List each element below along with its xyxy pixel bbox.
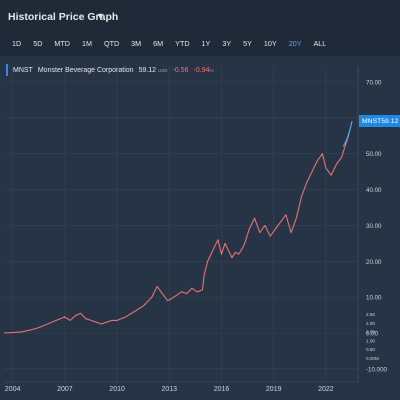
volume-tick-label: 1.00 xyxy=(366,338,375,343)
tab-3m[interactable]: 3M xyxy=(131,39,142,48)
tab-1y[interactable]: 1Y xyxy=(201,39,211,48)
page-title: Historical Price Graph xyxy=(8,11,119,23)
volume-tick-label: 1.50 xyxy=(366,330,375,335)
tab-1d[interactable]: 1D xyxy=(12,39,22,48)
x-tick-label: 2013 xyxy=(162,386,178,393)
tab-5d[interactable]: 5D xyxy=(33,39,43,48)
x-tick-label: 2007 xyxy=(57,386,73,393)
tab-all[interactable]: ALL xyxy=(313,39,327,48)
tab-1m[interactable]: 1M xyxy=(81,39,92,48)
tab-20y[interactable]: 20Y xyxy=(288,39,302,48)
legend-name: Monster Beverage Corporation xyxy=(37,66,134,74)
tab-ytd[interactable]: YTD xyxy=(175,39,190,48)
legend-change-pct: -0.94 xyxy=(193,66,210,74)
y-tick-label: 50.00 xyxy=(366,151,382,158)
tab-mtd[interactable]: MTD xyxy=(54,39,70,48)
y-tick-label: -10.000 xyxy=(366,366,388,373)
tab-10y[interactable]: 10Y xyxy=(263,39,277,48)
y-tick-label: 40.00 xyxy=(366,187,382,194)
tab-5y[interactable]: 5Y xyxy=(243,39,252,48)
legend-symbol: MNST xyxy=(13,66,33,74)
chevron-down-icon[interactable]: ▼ xyxy=(96,11,105,21)
volume-tick-label: 2.50 xyxy=(366,312,375,317)
header: Historical Price Graph ▼ xyxy=(0,0,400,34)
x-tick-label: 2022 xyxy=(318,386,334,393)
tab-6m[interactable]: 6M xyxy=(153,39,164,48)
series-line xyxy=(3,120,353,334)
x-tick-label: 2019 xyxy=(266,386,282,393)
series-line xyxy=(342,120,353,147)
volume-tick-label: 2.00 xyxy=(366,321,375,326)
y-tick-label: 30.00 xyxy=(366,223,382,230)
x-tick-label: 2010 xyxy=(109,386,125,393)
y-tick-label: 20.00 xyxy=(366,259,382,266)
legend-color-bar xyxy=(6,64,8,76)
last-price-tag: MNST 59.12 xyxy=(359,115,400,127)
price-tag-symbol: MNST xyxy=(362,117,382,125)
legend-change-pct-unit: % xyxy=(209,67,214,73)
y-tick-label: 70.00 xyxy=(366,80,382,87)
legend-change: -0.56 xyxy=(172,66,189,74)
volume-tick-label: 0.50 xyxy=(366,347,375,352)
tab-qtd[interactable]: QTD xyxy=(103,39,120,48)
chart-area xyxy=(0,56,400,400)
x-tick-label: 2004 xyxy=(5,386,21,393)
range-tabs: 1D 5D MTD 1M QTD 3M 6M YTD 1Y 3Y 5Y 10Y 20Y ALL xyxy=(6,37,332,51)
x-tick-label: 2016 xyxy=(214,386,230,393)
tab-3y[interactable]: 3Y xyxy=(222,39,232,48)
y-tick-label: 0.00 xyxy=(366,331,379,338)
price-tag-price: 59.12 xyxy=(381,117,399,125)
legend: MNST Monster Beverage Corporation 59.12 … xyxy=(6,63,214,77)
legend-currency: USD xyxy=(158,67,168,73)
y-tick-label: 10.00 xyxy=(366,295,382,302)
volume-tick-label: 0.00M xyxy=(366,356,379,361)
legend-price: 59.12 xyxy=(138,66,157,74)
